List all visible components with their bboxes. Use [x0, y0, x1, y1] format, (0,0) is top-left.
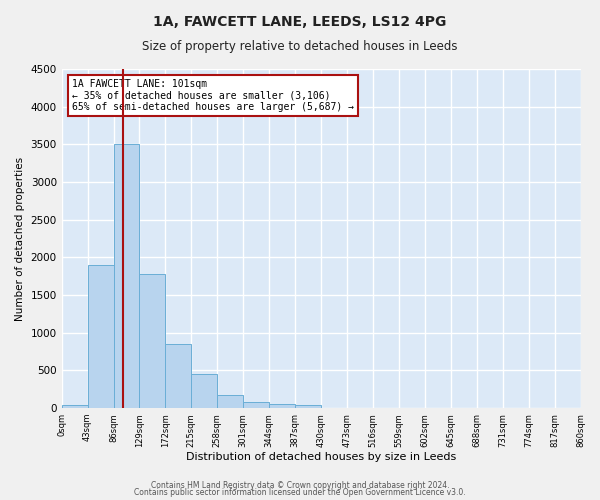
Text: Size of property relative to detached houses in Leeds: Size of property relative to detached ho… [142, 40, 458, 53]
X-axis label: Distribution of detached houses by size in Leeds: Distribution of detached houses by size … [186, 452, 456, 462]
Bar [113, 144, 139, 408]
Text: Contains HM Land Registry data © Crown copyright and database right 2024.: Contains HM Land Registry data © Crown c… [151, 480, 449, 490]
Y-axis label: Number of detached properties: Number of detached properties [15, 156, 25, 320]
Bar [88, 265, 113, 408]
Bar [166, 344, 191, 408]
Bar [191, 374, 217, 408]
Bar [217, 396, 243, 408]
Bar [295, 405, 321, 408]
Bar [139, 274, 166, 408]
Text: 1A, FAWCETT LANE, LEEDS, LS12 4PG: 1A, FAWCETT LANE, LEEDS, LS12 4PG [154, 15, 446, 29]
Bar [62, 405, 88, 408]
Text: Contains public sector information licensed under the Open Government Licence v3: Contains public sector information licen… [134, 488, 466, 497]
Bar [269, 404, 295, 408]
Bar [243, 402, 269, 408]
Text: 1A FAWCETT LANE: 101sqm
← 35% of detached houses are smaller (3,106)
65% of semi: 1A FAWCETT LANE: 101sqm ← 35% of detache… [72, 79, 354, 112]
